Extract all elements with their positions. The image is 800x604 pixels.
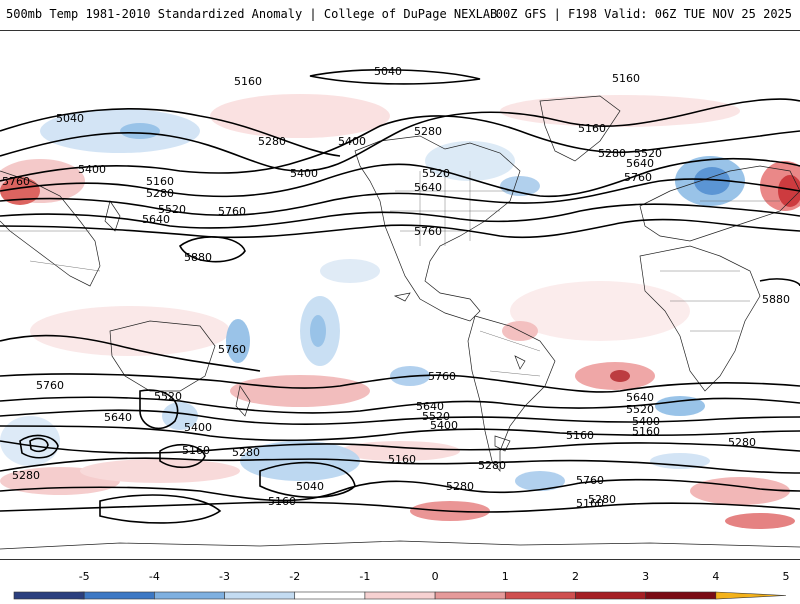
contour-label: 5640 [416,400,444,413]
coastlines [0,95,800,550]
contour-label: 5520 [626,403,654,416]
contour-label: 5280 [258,135,286,148]
contour-label: 5880 [184,251,212,264]
political-borders [0,171,780,377]
contour-label: 5280 [146,187,174,200]
colorbar-swatch [224,591,296,600]
contour-label: 5280 [598,147,626,160]
anomaly-colorbar: -5 -4 -3 -2 -1 0 1 2 3 4 5 [0,570,800,600]
contour-labels: 5040 5160 5160 5040 5280 5280 5400 5160 … [2,65,790,510]
contour-label: 5400 [184,421,212,434]
contour-label: 5640 [104,411,132,424]
contour-label: 5160 [576,497,604,510]
title-bar: 500mb Temp 1981-2010 Standardized Anomal… [0,0,800,30]
contour-label: 5760 [414,225,442,238]
contour-label: 5160 [632,425,660,438]
colorbar-swatch [364,591,436,600]
colorbar-swatch [575,591,646,600]
contour-label: 5280 [12,469,40,482]
colorbar-swatches [13,591,787,600]
contour-label: 5160 [146,175,174,188]
contour-label: 5400 [290,167,318,180]
contour-label: 5760 [624,171,652,184]
contour-label: 5280 [232,446,260,459]
map-title: 500mb Temp 1981-2010 Standardized Anomal… [6,7,498,21]
contour-label: 5640 [142,213,170,226]
contour-label: 5400 [338,135,366,148]
contour-label: 5280 [728,436,756,449]
colorbar-swatch [434,591,506,600]
contour-label: 5280 [446,480,474,493]
contour-label: 5760 [36,379,64,392]
colorbar-scale [13,591,787,600]
colorbar-swatch [83,591,155,600]
contour-label: 5760 [218,205,246,218]
colorbar-tick-label: -4 [148,570,160,583]
contour-label: 5520 [154,390,182,403]
colorbar-tick-label: 3 [642,570,650,583]
contour-label: 5400 [632,415,660,428]
contour-label: 5400 [430,419,458,432]
colorbar-swatch [715,591,787,600]
contour-label: 5520 [422,167,450,180]
contour-label: 5640 [414,181,442,194]
contour-label: 5640 [626,157,654,170]
colorbar-swatch [645,591,717,600]
warm-anomaly-shading [0,94,800,529]
contour-label: 5760 [2,175,30,188]
colorbar-tick-label: 4 [712,570,720,583]
contour-label: 5160 [234,75,262,88]
contour-label: 5040 [296,480,324,493]
contour-label: 5400 [78,163,106,176]
colorbar-swatch [294,591,366,600]
contour-label: 5520 [422,410,450,423]
contour-label: 5520 [158,203,186,216]
colorbar-swatch [13,591,85,600]
colorbar-swatch [154,591,225,600]
contour-label: 5880 [762,293,790,306]
contour-label: 5160 [182,444,210,457]
contour-label: 5280 [414,125,442,138]
contour-label: 5760 [428,370,456,383]
contour-label: 5040 [374,65,402,78]
colorbar-tick-label: -1 [359,570,371,583]
colorbar-tick-label: 0 [431,570,439,583]
contour-label: 5760 [576,474,604,487]
contour-label: 5040 [56,112,84,125]
colorbar-tick-label: -5 [78,570,90,583]
colorbar-tick-label: 1 [501,570,509,583]
contour-label: 5280 [588,493,616,506]
contour-label: 5160 [268,495,296,508]
colorbar-tick-label: -2 [289,570,301,583]
contour-label: 5160 [578,122,606,135]
contour-label: 5520 [634,147,662,160]
colorbar-swatch [504,591,576,600]
colorbar-tick-label: 2 [571,570,579,583]
model-run-info: 00Z GFS | F198 Valid: 06Z TUE NOV 25 202… [495,7,792,21]
contour-label: 5160 [566,429,594,442]
height-contours [0,69,800,524]
anomaly-map: 5040 5160 5160 5040 5280 5280 5400 5160 … [0,30,800,560]
contour-label: 5760 [218,343,246,356]
contour-label: 5160 [388,453,416,466]
contour-label: 5160 [612,72,640,85]
colorbar-tick-label: 5 [782,570,790,583]
colorbar-tick-label: -3 [219,570,231,583]
contour-label: 5640 [626,391,654,404]
map-canvas: 5040 5160 5160 5040 5280 5280 5400 5160 … [0,31,800,559]
contour-label: 5280 [478,459,506,472]
